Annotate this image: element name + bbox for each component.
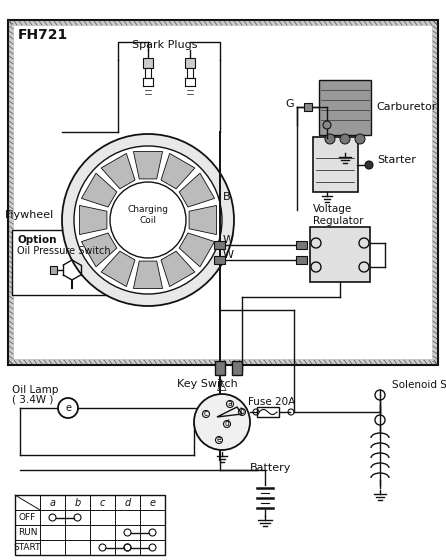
Text: Voltage
Regulator: Voltage Regulator [313, 204, 363, 226]
FancyBboxPatch shape [310, 227, 370, 282]
Text: Starter: Starter [377, 155, 416, 165]
Polygon shape [189, 206, 216, 235]
Polygon shape [101, 251, 135, 287]
Text: FH721: FH721 [18, 28, 68, 42]
Text: Battery: Battery [250, 463, 291, 473]
Circle shape [194, 394, 250, 450]
Polygon shape [179, 233, 215, 267]
FancyBboxPatch shape [143, 58, 153, 68]
Polygon shape [133, 261, 162, 288]
Text: △: △ [217, 379, 227, 392]
Text: e: e [65, 403, 71, 413]
Circle shape [58, 398, 78, 418]
Text: Option: Option [17, 235, 57, 245]
FancyBboxPatch shape [296, 256, 307, 264]
FancyBboxPatch shape [187, 68, 193, 78]
Polygon shape [161, 153, 195, 189]
FancyBboxPatch shape [296, 241, 307, 249]
Polygon shape [82, 173, 117, 207]
Polygon shape [79, 206, 107, 235]
Text: Carburetor: Carburetor [376, 102, 436, 112]
Polygon shape [82, 233, 117, 267]
Text: a: a [227, 399, 232, 408]
Circle shape [62, 134, 234, 306]
FancyBboxPatch shape [257, 407, 279, 417]
Text: Spark Plugs: Spark Plugs [132, 40, 198, 50]
Text: e: e [149, 497, 156, 507]
Circle shape [323, 121, 331, 129]
Text: Oil Lamp: Oil Lamp [12, 385, 58, 395]
Text: Oil Pressure Switch: Oil Pressure Switch [17, 246, 111, 256]
Circle shape [340, 134, 350, 144]
FancyBboxPatch shape [214, 256, 225, 264]
Circle shape [74, 146, 222, 294]
FancyBboxPatch shape [185, 58, 195, 68]
Circle shape [365, 161, 373, 169]
Polygon shape [101, 153, 135, 189]
Text: OFF: OFF [19, 513, 36, 522]
Text: b: b [74, 497, 81, 507]
Text: e: e [217, 436, 221, 445]
Polygon shape [179, 173, 215, 207]
Text: W: W [223, 235, 234, 245]
Text: Key Switch: Key Switch [177, 379, 237, 389]
Text: a: a [50, 497, 55, 507]
Circle shape [355, 134, 365, 144]
Text: Fuse 20A: Fuse 20A [248, 397, 296, 407]
FancyBboxPatch shape [145, 68, 151, 78]
Text: RUN: RUN [18, 528, 37, 537]
Polygon shape [161, 251, 195, 287]
FancyBboxPatch shape [215, 361, 225, 375]
Text: Solenoid Switch: Solenoid Switch [392, 380, 446, 390]
FancyBboxPatch shape [214, 241, 225, 249]
Text: c: c [204, 409, 208, 418]
FancyBboxPatch shape [15, 495, 165, 555]
Text: B: B [223, 192, 231, 202]
Text: b: b [240, 408, 244, 417]
Text: d: d [124, 497, 131, 507]
FancyBboxPatch shape [304, 103, 312, 111]
Polygon shape [12, 230, 167, 295]
FancyBboxPatch shape [313, 137, 358, 192]
Text: Charging
Coil: Charging Coil [128, 206, 169, 225]
Text: G: G [285, 99, 294, 109]
Text: W: W [223, 250, 234, 260]
Text: c: c [100, 497, 105, 507]
Polygon shape [14, 26, 432, 359]
Text: START: START [14, 543, 41, 552]
Circle shape [110, 182, 186, 258]
Polygon shape [133, 152, 162, 179]
Text: Flywheel: Flywheel [5, 210, 54, 220]
Polygon shape [8, 20, 438, 365]
FancyBboxPatch shape [232, 361, 242, 375]
Circle shape [325, 134, 335, 144]
Text: d: d [225, 419, 229, 428]
FancyBboxPatch shape [319, 80, 371, 135]
FancyBboxPatch shape [50, 266, 57, 274]
Text: ( 3.4W ): ( 3.4W ) [12, 395, 54, 405]
